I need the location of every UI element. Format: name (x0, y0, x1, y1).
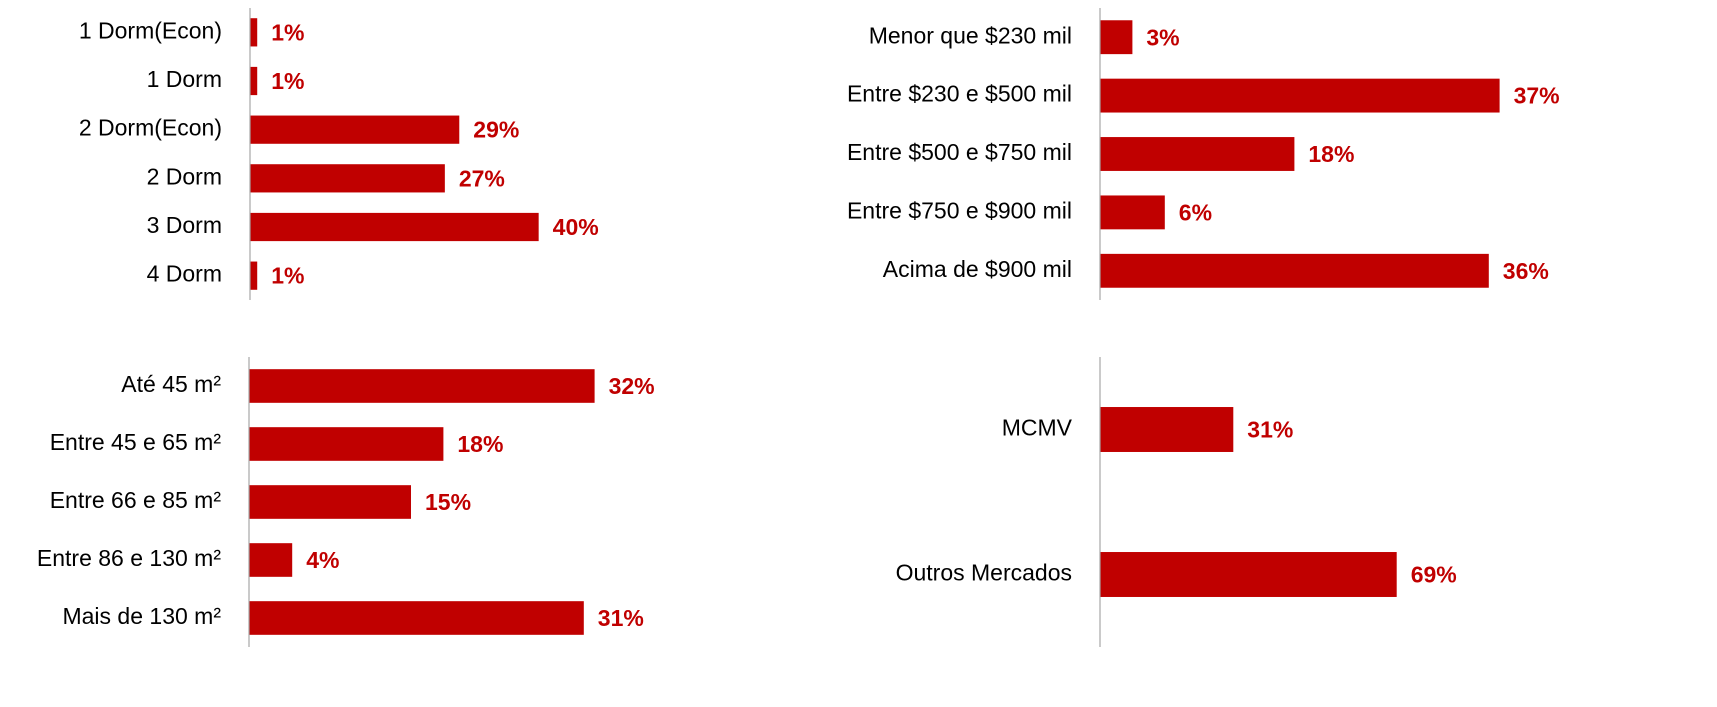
value-label: 27% (459, 165, 505, 191)
category-label: Até 45 m² (121, 371, 221, 397)
bar (250, 18, 258, 47)
value-label: 37% (1514, 83, 1560, 109)
bar (249, 601, 584, 635)
bar (1100, 253, 1489, 288)
category-label: 1 Dorm(Econ) (79, 17, 222, 43)
category-label: Entre $230 e $500 mil (847, 81, 1072, 107)
value-label: 36% (1503, 258, 1549, 284)
category-label: Entre 86 e 130 m² (37, 545, 221, 571)
bar (249, 369, 595, 403)
value-label: 4% (306, 547, 339, 573)
value-label: 1% (271, 19, 304, 45)
value-label: 3% (1146, 24, 1179, 50)
bar (1100, 552, 1397, 597)
value-label: 40% (553, 214, 599, 240)
bar (1100, 407, 1234, 452)
value-label: 31% (598, 605, 644, 631)
bar (250, 115, 460, 144)
value-label: 32% (609, 373, 655, 399)
bar (1100, 137, 1295, 171)
category-label: Entre $750 e $900 mil (847, 197, 1072, 223)
value-label: 18% (457, 431, 503, 457)
category-label: Menor que $230 mil (869, 22, 1072, 48)
bar (250, 164, 445, 193)
bar (250, 261, 258, 290)
category-label: Entre $500 e $750 mil (847, 139, 1072, 165)
category-label: Acima de $900 mil (883, 256, 1072, 282)
category-label: 2 Dorm(Econ) (79, 115, 222, 141)
category-label: Mais de 130 m² (62, 603, 221, 629)
category-label: 2 Dorm (147, 163, 222, 189)
value-label: 15% (425, 489, 471, 515)
bar (250, 66, 258, 96)
category-label: Outros Mercados (896, 560, 1072, 586)
bar (1100, 78, 1500, 113)
category-label: 3 Dorm (147, 212, 222, 238)
value-label: 18% (1308, 141, 1354, 167)
value-label: 69% (1411, 562, 1457, 588)
category-label: 4 Dorm (147, 261, 222, 287)
value-label: 31% (1247, 417, 1293, 443)
value-label: 6% (1179, 199, 1212, 225)
bar (249, 543, 293, 577)
category-label: Entre 45 e 65 m² (50, 429, 222, 455)
bar (1100, 195, 1165, 230)
category-label: Entre 66 e 85 m² (50, 487, 222, 513)
bar (249, 427, 444, 461)
bar (249, 485, 411, 519)
bar (1100, 20, 1133, 55)
category-label: MCMV (1002, 415, 1073, 441)
bar (250, 212, 539, 242)
value-label: 29% (473, 117, 519, 143)
category-label: 1 Dorm (147, 66, 222, 92)
value-label: 1% (271, 68, 304, 94)
value-label: 1% (271, 263, 304, 289)
